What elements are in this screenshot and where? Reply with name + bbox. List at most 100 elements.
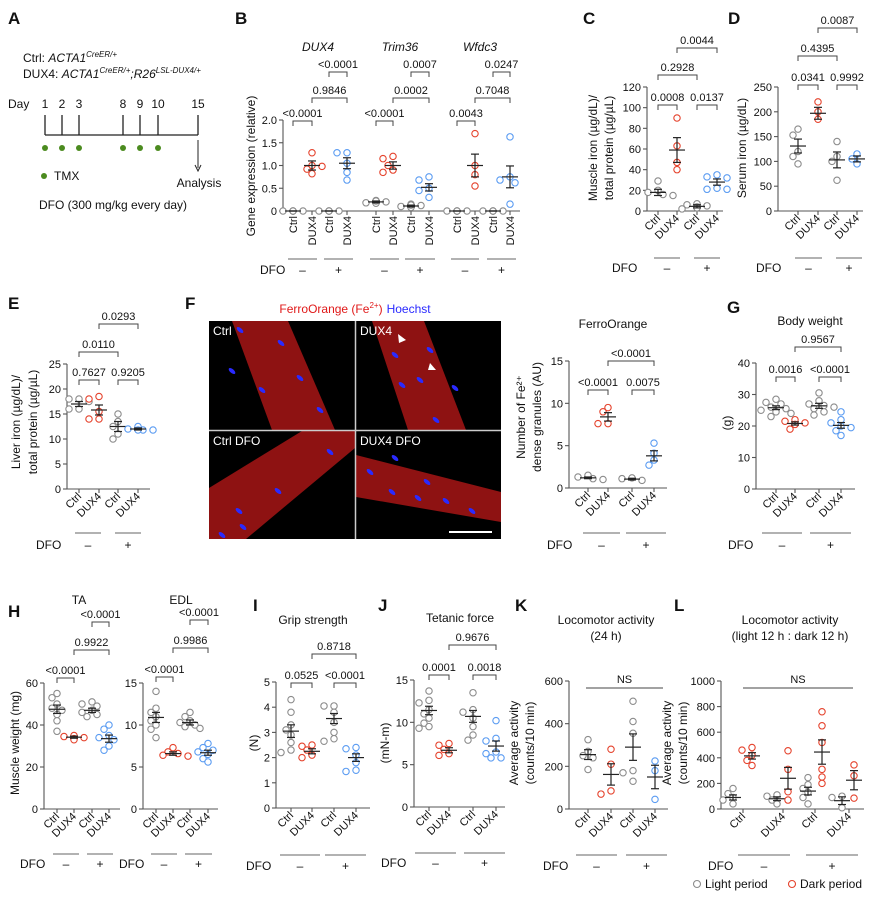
dux4-genotype-gene2: ;R26 xyxy=(130,67,156,81)
significance-bracket xyxy=(456,120,476,126)
legend-marker-icon xyxy=(787,879,797,889)
data-point xyxy=(629,777,637,786)
data-point xyxy=(469,688,477,697)
data-point xyxy=(651,757,659,765)
significance-bracket xyxy=(98,323,139,329)
data-point xyxy=(794,125,802,133)
data-point xyxy=(738,746,746,754)
nucleus xyxy=(416,377,424,383)
data-point xyxy=(65,395,73,403)
dfo-minus: – xyxy=(593,859,600,873)
p-value: <0.0001 xyxy=(364,108,404,120)
y-tick-label: 5 xyxy=(131,762,137,774)
data-point xyxy=(799,793,807,802)
y-tick-label: 0 xyxy=(635,206,641,218)
quadrant-label: Ctrl xyxy=(213,324,232,338)
ctrl-genotype-sup: CreER/+ xyxy=(86,50,117,59)
data-point xyxy=(820,408,828,416)
data-point xyxy=(787,409,795,418)
dux4-genotype: DUX4: ACTA1CreER/+;R26LSL-DUX4/+ xyxy=(23,66,201,81)
x-tick-label: Ctrl xyxy=(800,811,821,832)
y-tick-label: 60 xyxy=(629,144,641,156)
panel-letter: C xyxy=(583,9,595,28)
data-point xyxy=(282,726,290,734)
data-point xyxy=(287,695,295,704)
quadrant-label: DUX4 DFO xyxy=(360,434,421,448)
data-point xyxy=(772,395,780,403)
p-value: 0.0110 xyxy=(82,339,115,351)
dfo-plus: + xyxy=(642,538,649,552)
p-value: 0.0525 xyxy=(285,670,319,682)
nucleus xyxy=(366,469,374,475)
y-axis-label: Serum iron (µg/dL) xyxy=(735,98,749,198)
dfo-label: DFO xyxy=(547,538,572,552)
y-tick-label: 5 xyxy=(55,459,61,471)
p-value: 0.0044 xyxy=(680,35,714,47)
panel-a-timeline: Ctrl: ACTA1CreER/+DUX4: ACTA1CreER/+;R26… xyxy=(8,50,221,212)
day-number: 8 xyxy=(120,97,127,111)
data-point xyxy=(464,736,472,744)
data-point xyxy=(786,425,794,433)
y-tick-label: 0 xyxy=(271,206,277,218)
data-point xyxy=(147,725,155,733)
y-tick-label: 250 xyxy=(754,82,772,94)
p-value: <0.0001 xyxy=(45,665,85,677)
significance-bracket xyxy=(117,379,139,385)
y-tick-label: 15 xyxy=(49,409,61,421)
data-point xyxy=(204,739,212,748)
y-tick-label: 1.5 xyxy=(262,138,277,150)
y-tick-label: 0.5 xyxy=(262,183,277,195)
chart-title: Locomotor activity xyxy=(742,613,839,627)
data-point xyxy=(683,201,691,209)
y-axis-label: (g) xyxy=(720,416,734,431)
y-tick-label: 10 xyxy=(125,720,137,732)
p-value: 0.0002 xyxy=(394,85,428,97)
y-tick-label: 10 xyxy=(396,717,408,729)
nucleus xyxy=(432,417,440,423)
panel-letters: A B C D E F G H I J K L xyxy=(8,9,740,621)
y-tick-label: 800 xyxy=(697,702,715,714)
data-point xyxy=(149,426,157,434)
data-point xyxy=(673,114,681,122)
data-point xyxy=(287,708,295,716)
y-tick-label: 15 xyxy=(396,675,408,687)
p-value: 0.0075 xyxy=(626,377,660,389)
y-axis-label: Average activity xyxy=(507,701,521,786)
data-point xyxy=(496,176,504,184)
data-point xyxy=(420,719,428,727)
y-tick-label: 40 xyxy=(26,720,38,732)
y-axis-label: total protein (µg/µL) xyxy=(26,370,40,475)
data-point xyxy=(342,767,350,776)
p-value: 0.0247 xyxy=(485,59,519,71)
dfo-minus: – xyxy=(761,859,768,873)
legend-label: Light period xyxy=(705,877,768,891)
data-point xyxy=(818,773,826,781)
nucleus xyxy=(468,508,476,514)
nucleus xyxy=(235,508,243,514)
dfo-minus: – xyxy=(381,263,388,277)
data-point xyxy=(651,795,659,804)
data-point xyxy=(159,751,167,759)
dfo-minus: – xyxy=(63,857,70,871)
panel-letter: G xyxy=(727,298,740,317)
panel-letter: D xyxy=(728,9,740,28)
dux4-genotype-sup: CreER/+ xyxy=(99,66,130,75)
dfo-plus: + xyxy=(828,859,835,873)
significance-bracket xyxy=(797,55,838,61)
data-point xyxy=(828,157,836,166)
data-point xyxy=(114,410,122,418)
data-point xyxy=(767,412,775,421)
significance-bracket xyxy=(375,120,394,126)
nucleus xyxy=(388,489,396,495)
data-point xyxy=(506,200,514,208)
p-value: <0.0001 xyxy=(144,664,184,676)
muscle-fiber xyxy=(232,321,335,430)
ns-label: NS xyxy=(790,674,805,686)
data-point xyxy=(100,725,108,733)
significance-bracket xyxy=(676,47,718,53)
data-point xyxy=(599,408,607,416)
data-point xyxy=(53,689,61,698)
dfo-label: DFO xyxy=(708,859,733,873)
day-number: 15 xyxy=(191,97,205,111)
